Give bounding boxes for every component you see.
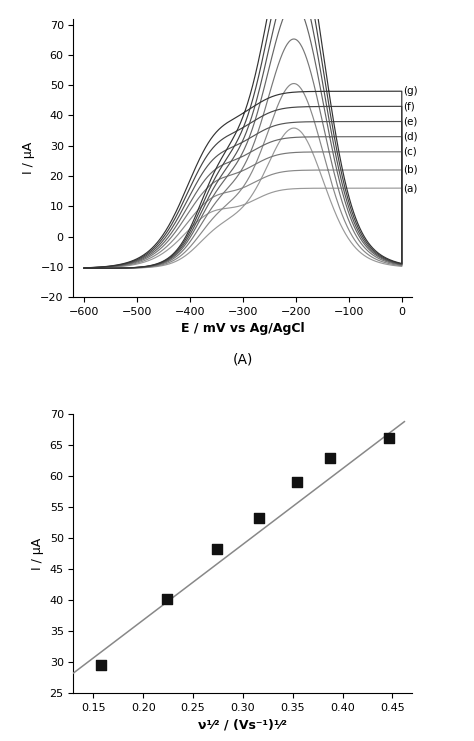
Point [255, 512, 263, 524]
Point [386, 432, 393, 444]
Text: (c): (c) [403, 147, 417, 157]
Y-axis label: I / μA: I / μA [22, 142, 35, 174]
X-axis label: E / mV vs Ag/AgCl: E / mV vs Ag/AgCl [181, 322, 305, 336]
Point [293, 476, 301, 488]
X-axis label: ν¹⁄² / (Vs⁻¹)¹⁄²: ν¹⁄² / (Vs⁻¹)¹⁄² [199, 718, 287, 731]
Text: (A): (A) [233, 353, 253, 367]
Text: (g): (g) [403, 86, 418, 96]
Y-axis label: I / μA: I / μA [31, 537, 44, 570]
Point [164, 594, 171, 605]
Text: (f): (f) [403, 102, 415, 111]
Point [326, 451, 333, 463]
Point [98, 659, 105, 671]
Point [213, 542, 221, 554]
Text: (e): (e) [403, 116, 417, 127]
Text: (d): (d) [403, 132, 418, 142]
Text: (b): (b) [403, 165, 418, 175]
Text: (a): (a) [403, 183, 417, 193]
